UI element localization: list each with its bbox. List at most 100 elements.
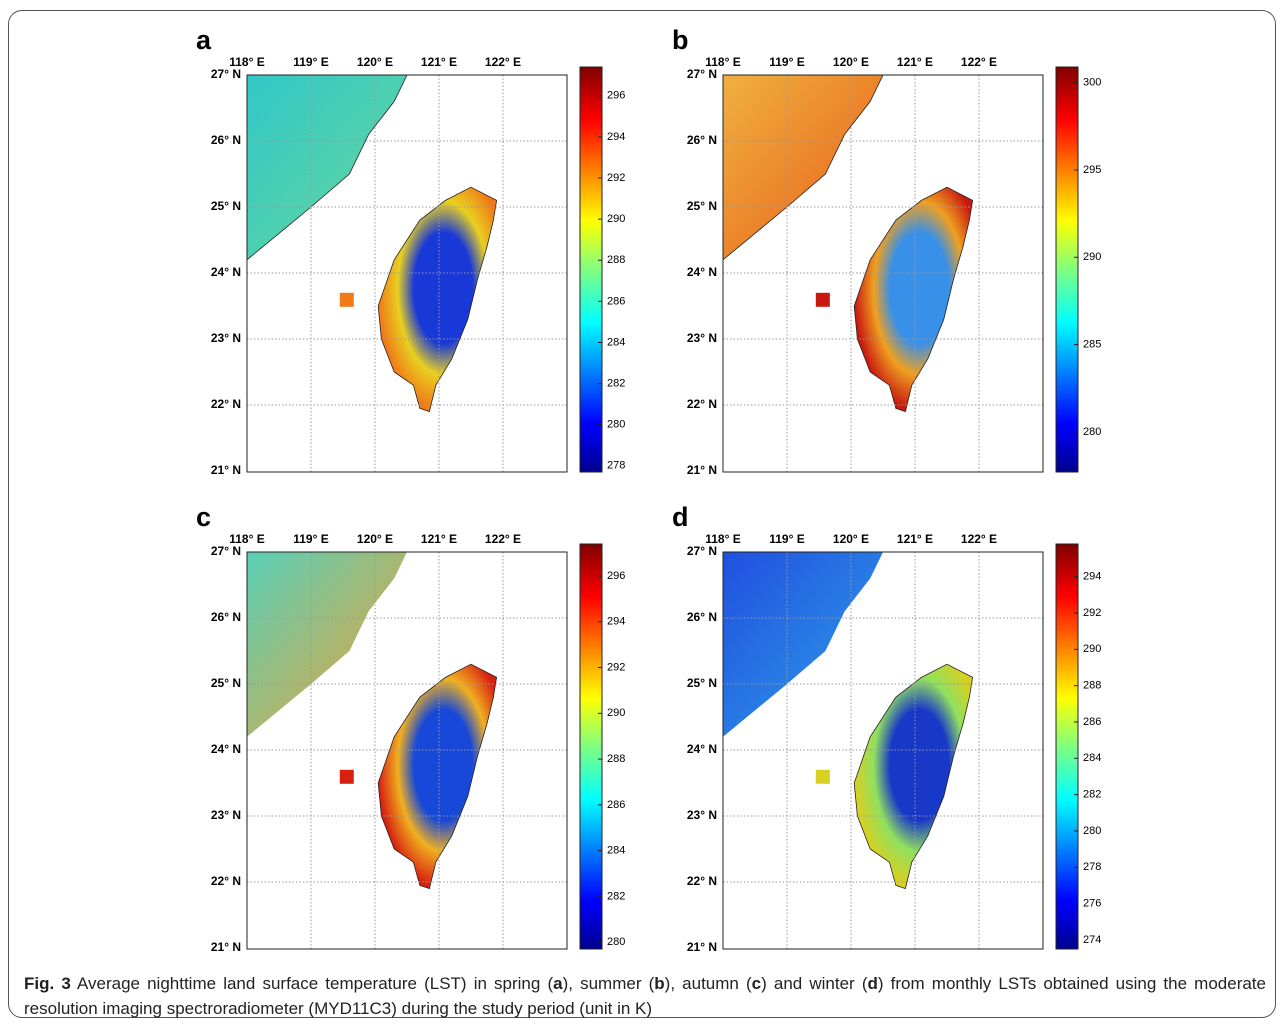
lon-tick-label: 118° E bbox=[705, 55, 741, 69]
lon-tick-label: 119° E bbox=[293, 532, 329, 546]
colorbar-tick-label: 288 bbox=[607, 254, 625, 266]
lat-tick-label: 27° N bbox=[211, 544, 241, 558]
lat-tick-label: 26° N bbox=[211, 610, 241, 624]
colorbar-tick-label: 292 bbox=[607, 661, 625, 673]
colorbar-tick-label: 274 bbox=[1083, 934, 1101, 946]
lon-tick-label: 121° E bbox=[897, 532, 933, 546]
lon-tick-label: 120° E bbox=[357, 55, 393, 69]
lat-tick-label: 24° N bbox=[211, 265, 241, 279]
caption-text: Average nighttime land surface temperatu… bbox=[70, 974, 554, 993]
lat-tick-label: 25° N bbox=[687, 199, 717, 213]
colorbar-tick-label: 295 bbox=[1083, 164, 1101, 176]
lon-tick-label: 120° E bbox=[833, 55, 869, 69]
colorbar-tick-label: 285 bbox=[1083, 338, 1101, 350]
caption-bold: b bbox=[654, 974, 665, 993]
colorbar-tick-label: 280 bbox=[1083, 426, 1101, 438]
colorbar bbox=[579, 543, 603, 950]
colorbar-tick-label: 296 bbox=[607, 90, 625, 102]
colorbar-tick-label: 286 bbox=[607, 295, 625, 307]
colorbar-tick-label: 284 bbox=[607, 336, 625, 348]
lat-tick-label: 26° N bbox=[687, 610, 717, 624]
lon-tick-label: 119° E bbox=[293, 55, 329, 69]
lat-tick-label: 22° N bbox=[687, 397, 717, 411]
colorbar-tick-label: 290 bbox=[1083, 251, 1101, 263]
map-panel: b 118° E 119° E 120° E 121° E 122° E 27° N 26° … bbox=[672, 25, 1101, 477]
lon-tick-label: 122° E bbox=[485, 55, 521, 69]
mainland-lst bbox=[247, 552, 407, 737]
lat-tick-label: 27° N bbox=[211, 67, 241, 81]
lon-tick-label: 122° E bbox=[961, 55, 997, 69]
colorbar-tick-label: 280 bbox=[607, 936, 625, 948]
taiwan-lst bbox=[853, 663, 974, 890]
colorbar-tick-label: 294 bbox=[607, 131, 625, 143]
lat-tick-label: 23° N bbox=[211, 331, 241, 345]
lat-tick-label: 22° N bbox=[211, 397, 241, 411]
lon-tick-label: 118° E bbox=[229, 55, 265, 69]
lon-tick-label: 120° E bbox=[357, 532, 393, 546]
colorbar-tick-label: 282 bbox=[607, 378, 625, 390]
panel-label: d bbox=[672, 502, 689, 532]
plot-border bbox=[246, 74, 568, 473]
lat-tick-label: 24° N bbox=[687, 265, 717, 279]
lat-tick-label: 25° N bbox=[211, 199, 241, 213]
panel-label: b bbox=[672, 25, 689, 55]
colorbar-tick-label: 276 bbox=[1083, 898, 1101, 910]
colorbar-tick-label: 286 bbox=[607, 799, 625, 811]
lat-tick-label: 25° N bbox=[211, 676, 241, 690]
colorbar-tick-label: 280 bbox=[1083, 825, 1101, 837]
lat-tick-label: 21° N bbox=[687, 463, 717, 477]
lat-tick-label: 24° N bbox=[211, 742, 241, 756]
penghu-lst bbox=[339, 292, 354, 307]
caption-text: ), autumn ( bbox=[664, 974, 752, 993]
colorbar-tick-label: 286 bbox=[1083, 716, 1101, 728]
caption-bold: Fig. 3 bbox=[24, 974, 71, 993]
map-panel: c 118° E 119° E 120° E 121° E 122° E 27° N 26° … bbox=[196, 502, 625, 954]
caption: Fig. 3 Average nighttime land surface te… bbox=[24, 971, 1266, 1021]
colorbar-tick-label: 288 bbox=[607, 753, 625, 765]
caption-bold: c bbox=[751, 974, 762, 993]
colorbar-tick-label: 282 bbox=[607, 890, 625, 902]
colorbar-tick-label: 292 bbox=[1083, 607, 1101, 619]
lat-tick-label: 23° N bbox=[687, 808, 717, 822]
colorbar bbox=[1055, 66, 1079, 473]
lon-tick-label: 122° E bbox=[485, 532, 521, 546]
lon-tick-label: 120° E bbox=[833, 532, 869, 546]
colorbar-tick-label: 294 bbox=[607, 616, 625, 628]
colorbar-tick-label: 284 bbox=[1083, 752, 1101, 764]
map-panel: a 118° E 119° E 120° E 121° E 122° E 27° N 26° … bbox=[196, 25, 625, 477]
plot-border bbox=[246, 551, 568, 950]
colorbar bbox=[579, 66, 603, 473]
lat-tick-label: 25° N bbox=[687, 676, 717, 690]
colorbar-tick-label: 292 bbox=[607, 172, 625, 184]
lat-tick-label: 22° N bbox=[687, 874, 717, 888]
plot-border bbox=[722, 551, 1044, 950]
colorbar-tick-label: 300 bbox=[1083, 77, 1101, 89]
taiwan-lst bbox=[377, 663, 498, 890]
colorbar bbox=[1055, 543, 1079, 950]
figure-frame bbox=[8, 10, 1276, 1018]
lon-tick-label: 119° E bbox=[769, 532, 805, 546]
lon-tick-label: 119° E bbox=[769, 55, 805, 69]
lat-tick-label: 24° N bbox=[687, 742, 717, 756]
colorbar-tick-label: 296 bbox=[607, 570, 625, 582]
taiwan-lst bbox=[377, 186, 498, 413]
lat-tick-label: 23° N bbox=[211, 808, 241, 822]
caption-bold: d bbox=[867, 974, 878, 993]
penghu-lst bbox=[815, 292, 830, 307]
colorbar-tick-label: 290 bbox=[607, 707, 625, 719]
colorbar-tick-label: 290 bbox=[607, 213, 625, 225]
lon-tick-label: 121° E bbox=[421, 532, 457, 546]
colorbar-tick-label: 290 bbox=[1083, 643, 1101, 655]
lat-tick-label: 27° N bbox=[687, 544, 717, 558]
lon-tick-label: 118° E bbox=[229, 532, 265, 546]
lat-tick-label: 26° N bbox=[687, 133, 717, 147]
lat-tick-label: 21° N bbox=[211, 940, 241, 954]
mainland-lst bbox=[723, 552, 883, 737]
lat-tick-label: 21° N bbox=[687, 940, 717, 954]
lat-tick-label: 22° N bbox=[211, 874, 241, 888]
mainland-lst bbox=[246, 74, 408, 261]
lon-tick-label: 118° E bbox=[705, 532, 741, 546]
caption-text: ) and winter ( bbox=[761, 974, 868, 993]
colorbar-tick-label: 282 bbox=[1083, 789, 1101, 801]
